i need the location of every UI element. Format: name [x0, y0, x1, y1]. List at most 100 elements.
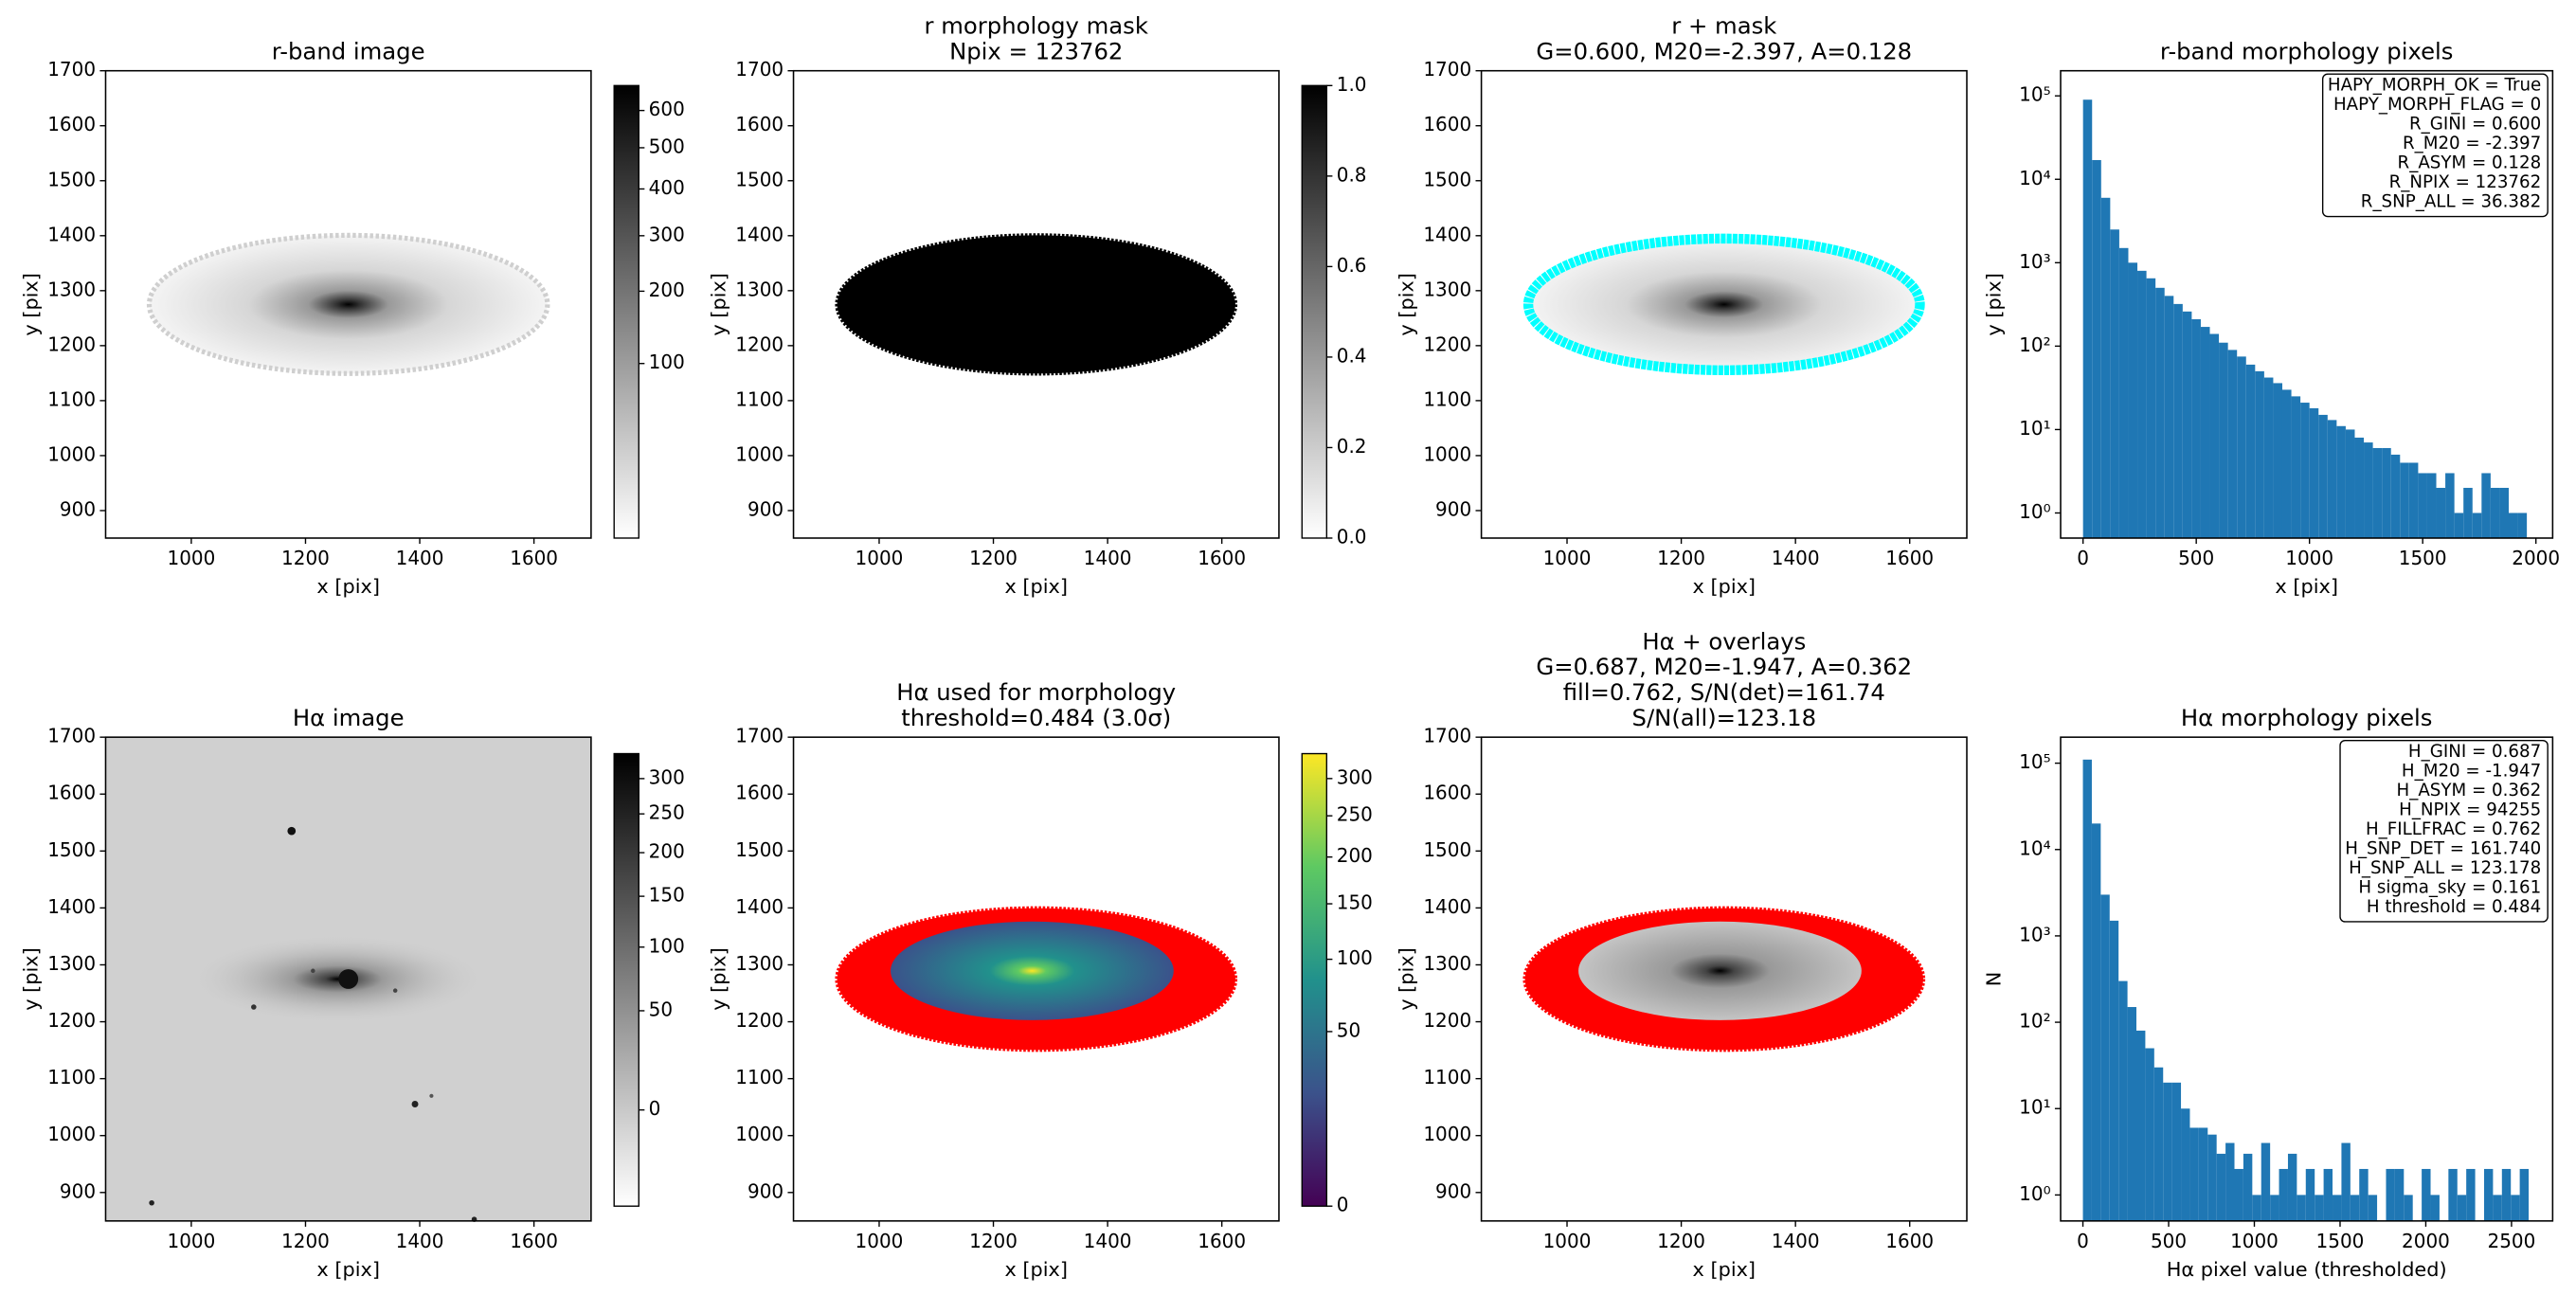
bar	[2153, 1067, 2164, 1221]
bar	[2216, 1153, 2226, 1221]
panel-title: Npix = 123762	[949, 38, 1123, 65]
x-tick-label: 1400	[396, 1230, 444, 1252]
colorbar-tick-label: 250	[649, 801, 685, 824]
y-tick-label: 1500	[1423, 168, 1471, 190]
colorbar-tick-label: 0.6	[1337, 254, 1367, 277]
y-tick-label: 1100	[47, 1066, 96, 1088]
panel-title: fill=0.762, S/N(det)=161.74	[1563, 678, 1885, 706]
colorbar-tick-label: 0	[649, 1097, 661, 1120]
y-tick-label: 10²	[2019, 333, 2050, 356]
x-tick-label: 1000	[1543, 1230, 1592, 1252]
x-tick-label: 1400	[1084, 1230, 1132, 1252]
colorbar-tick-label: 50	[1337, 1018, 1360, 1041]
bar	[2092, 159, 2101, 538]
colorbar	[1301, 752, 1328, 1207]
x-tick-label: 1500	[2316, 1230, 2365, 1252]
y-tick-label: 900	[1435, 497, 1471, 520]
axes-frame	[104, 69, 592, 539]
colorbar-tick-label: 100	[1337, 946, 1373, 969]
x-tick-label: 1000	[2285, 547, 2333, 569]
bar	[2511, 1195, 2520, 1221]
bar	[2359, 1168, 2369, 1221]
y-tick-label: 1200	[47, 1009, 96, 1032]
x-tick-label: 500	[2178, 547, 2214, 569]
r-overlay-image	[1522, 233, 1925, 376]
bar	[2227, 350, 2238, 538]
colorbar-tick-label: 250	[1337, 803, 1373, 826]
x-axis-label: x [pix]	[1693, 575, 1756, 598]
stats-line: H_FILLFRAC = 0.762	[2366, 819, 2541, 839]
y-tick-label: 1300	[1423, 952, 1471, 975]
bar	[2297, 1195, 2306, 1221]
y-tick-label: 10⁴	[2019, 167, 2050, 189]
panel-title: r-band morphology pixels	[2160, 38, 2454, 65]
bar	[2207, 1134, 2217, 1221]
axes-frame	[1480, 69, 1968, 539]
bar	[2499, 487, 2509, 538]
panel-title: Hα morphology pixels	[2181, 704, 2433, 731]
y-tick-label: 1500	[47, 168, 96, 190]
x-tick-label: 0	[2077, 1230, 2089, 1252]
colorbar-tick-label: 500	[649, 135, 685, 157]
r-mask-image	[835, 233, 1238, 376]
bar	[2145, 1048, 2154, 1221]
y-tick-label: 1300	[47, 952, 96, 975]
bar	[2191, 318, 2201, 538]
panel-title: G=0.600, M20=-2.397, A=0.128	[1536, 38, 1912, 65]
stats-line: H sigma_sky = 0.161	[2358, 877, 2541, 897]
x-tick-label: 1200	[969, 547, 1018, 569]
y-tick-label: 1100	[1423, 387, 1471, 410]
x-tick-label: 2000	[2402, 1230, 2450, 1252]
x-tick-label: 500	[2151, 1230, 2187, 1252]
y-tick-label: 1300	[735, 278, 784, 300]
y-tick-label: 1700	[47, 725, 96, 747]
y-tick-label: 1100	[47, 387, 96, 410]
y-axis-label: y [pix]	[19, 947, 42, 1011]
bar	[2318, 414, 2328, 538]
y-tick-label: 1700	[47, 58, 96, 81]
bar	[2354, 437, 2365, 538]
x-tick-label: 1000	[1543, 547, 1592, 569]
bar	[2472, 513, 2482, 538]
bar	[2255, 370, 2264, 538]
x-tick-label: 1000	[856, 547, 904, 569]
bar	[2200, 327, 2210, 538]
bar	[2490, 487, 2500, 538]
x-axis-label: x [pix]	[2275, 575, 2338, 598]
bar	[2291, 396, 2301, 538]
bar	[2430, 1195, 2440, 1221]
y-tick-label: 1400	[47, 223, 96, 245]
x-tick-label: 1200	[281, 1230, 330, 1252]
y-tick-label: 1200	[735, 1009, 784, 1032]
bar	[2100, 894, 2110, 1221]
stats-line: H_GINI = 0.687	[2408, 742, 2541, 762]
bar	[2386, 1168, 2395, 1221]
axes-frame	[2060, 736, 2554, 1222]
y-tick-label: 1000	[1423, 1123, 1471, 1145]
bar	[2364, 442, 2373, 538]
bar	[2118, 247, 2129, 538]
stats-line: H threshold = 0.484	[2367, 897, 2541, 917]
y-tick-label: 900	[748, 497, 784, 520]
colorbar-tick-label: 0.2	[1337, 435, 1367, 458]
bar	[2245, 364, 2256, 538]
bar	[2400, 462, 2409, 538]
y-tick-label: 1000	[735, 1123, 784, 1145]
bar	[2341, 1142, 2351, 1221]
panel-title: r + mask	[1671, 12, 1776, 40]
bar	[2219, 342, 2228, 538]
x-tick-label: 1200	[969, 1230, 1018, 1252]
stats-line: H_NPIX = 94255	[2399, 800, 2541, 819]
bar	[2182, 311, 2192, 538]
x-tick-label: 1600	[1885, 1230, 1934, 1252]
bar	[2368, 1195, 2378, 1221]
y-tick-label: 900	[1435, 1179, 1471, 1202]
y-tick-label: 1200	[1423, 1009, 1471, 1032]
bar	[2493, 1195, 2502, 1221]
colorbar-tick-label: 0.0	[1337, 525, 1367, 548]
stats-line: H_SNP_ALL = 123.178	[2349, 858, 2541, 878]
bar	[2315, 1195, 2324, 1221]
colorbar-tick-label: 300	[1337, 765, 1373, 788]
panel-title: Hα used for morphology	[896, 678, 1176, 706]
